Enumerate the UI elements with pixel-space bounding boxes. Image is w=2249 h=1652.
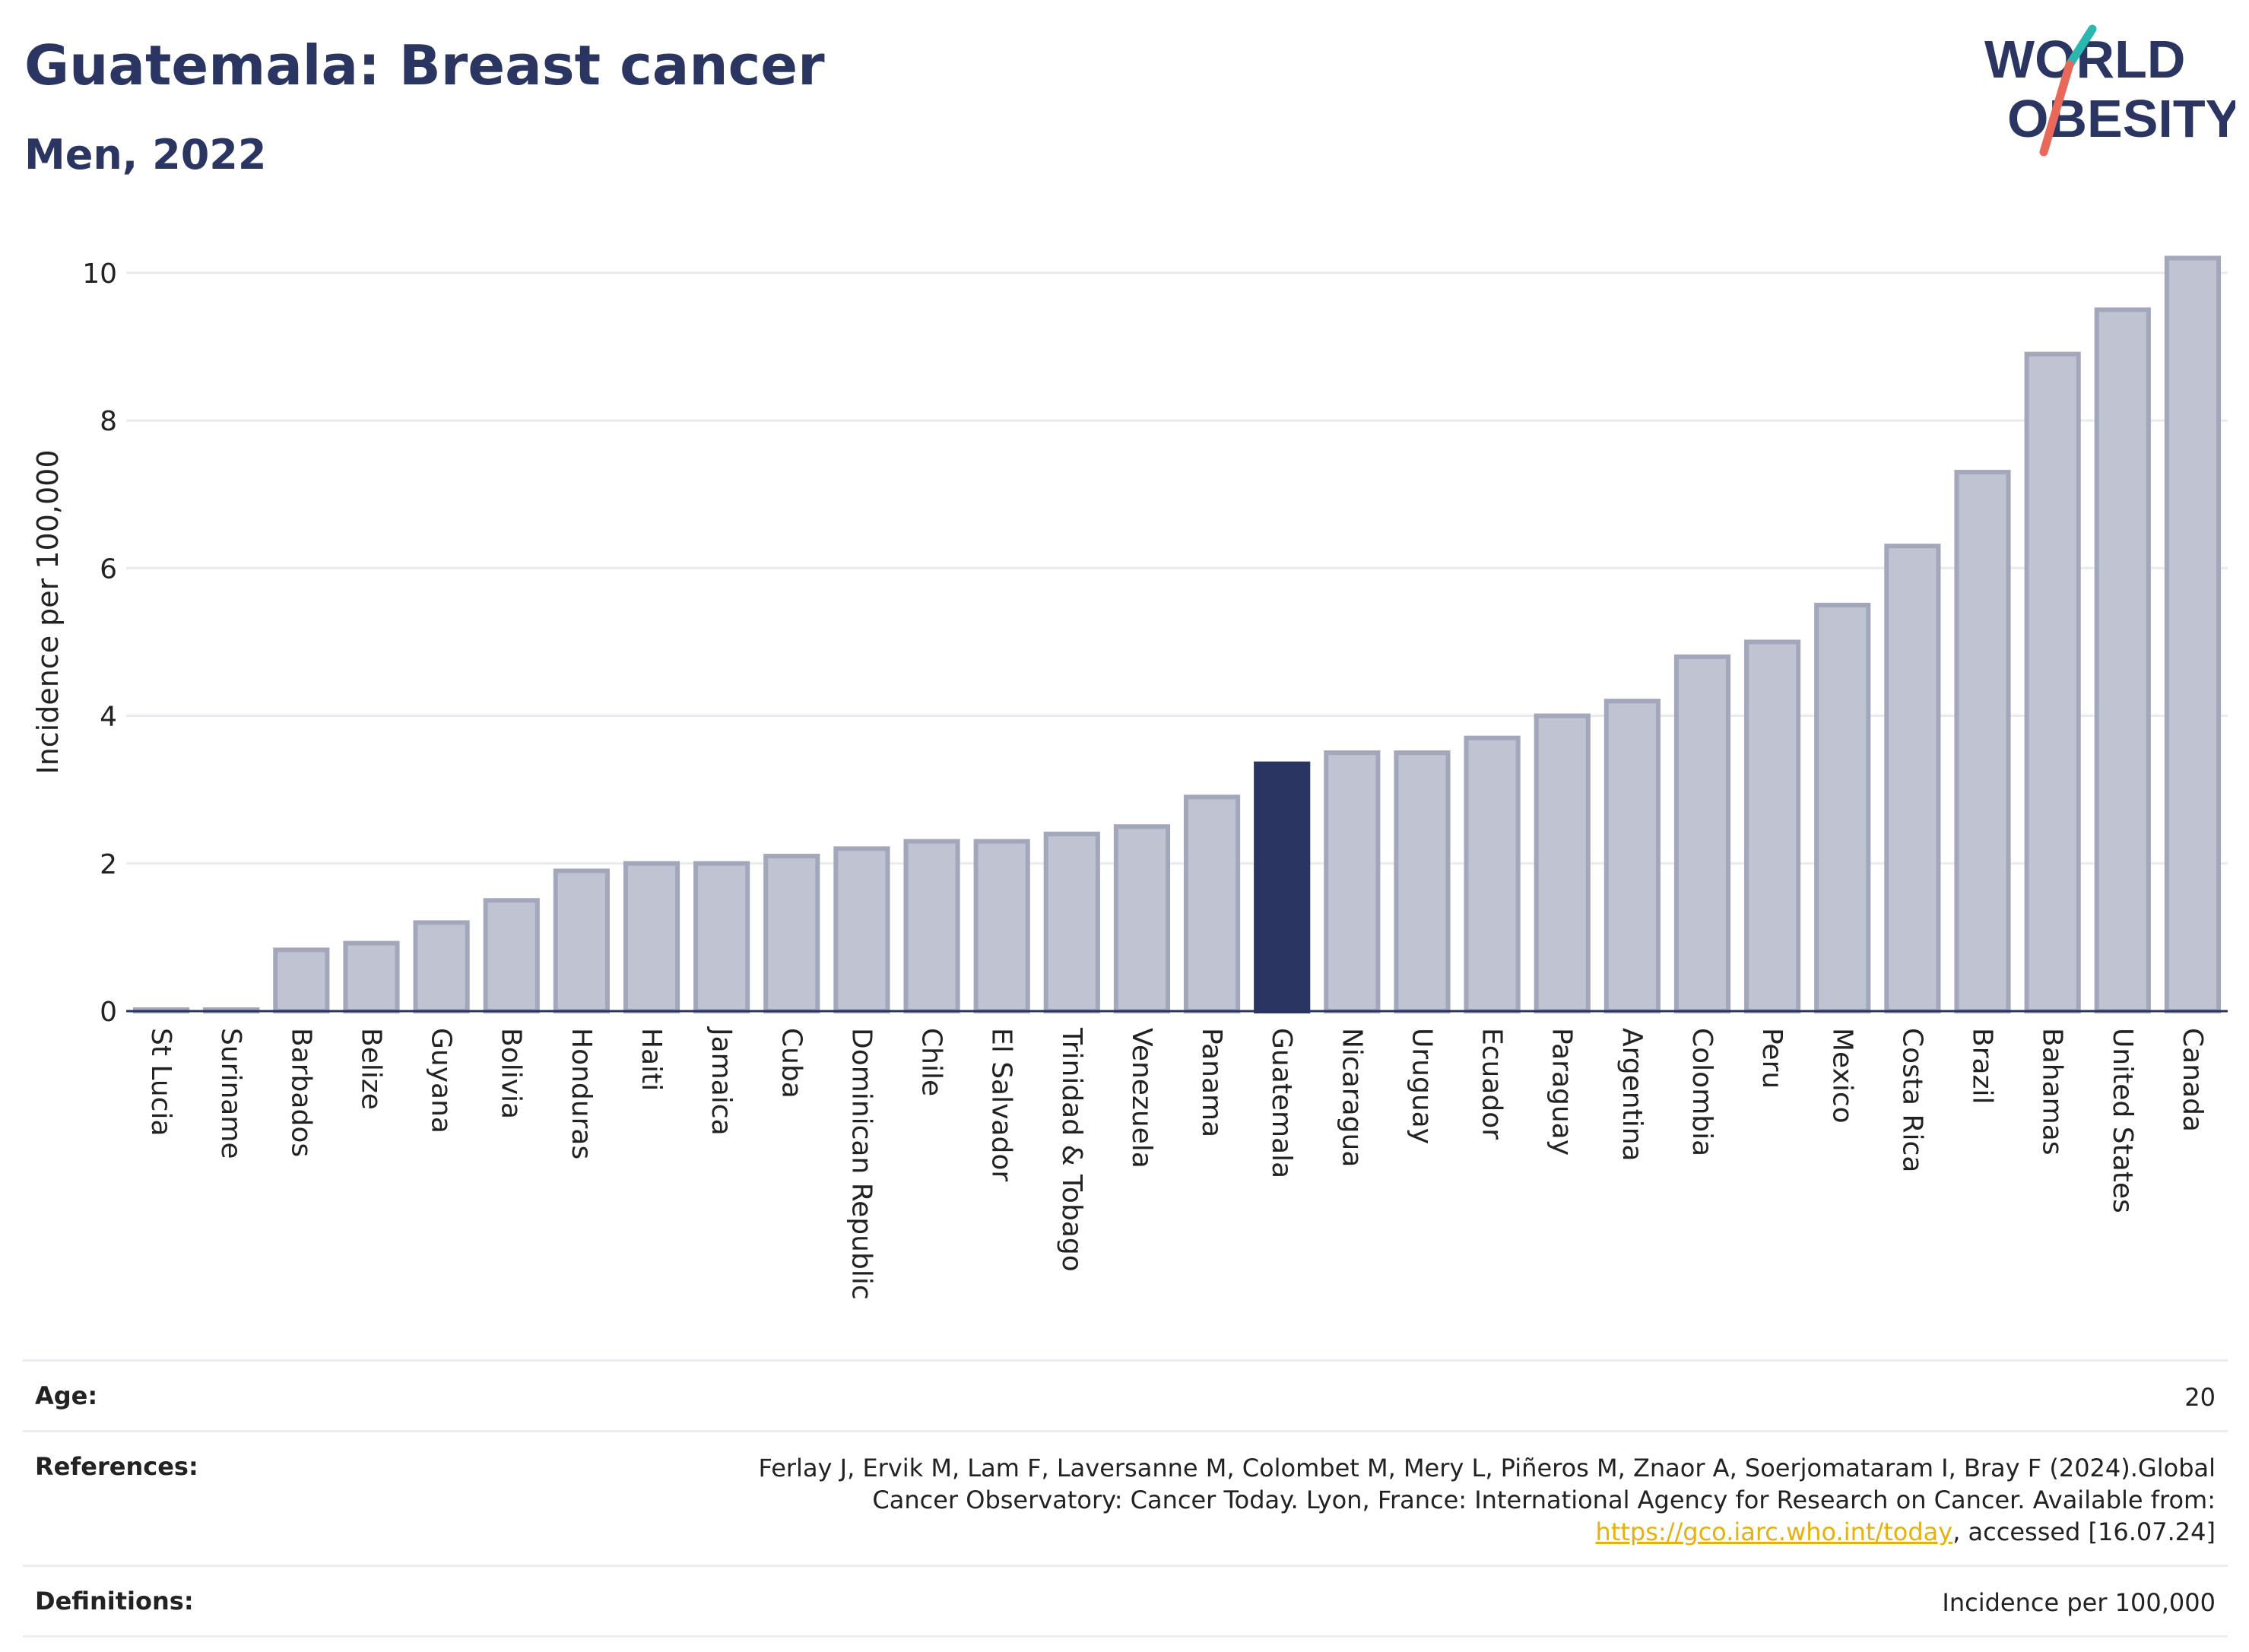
y-tick-label: 6 xyxy=(100,553,117,585)
world-obesity-logo: WORLD OBESITY xyxy=(1984,24,2235,157)
references-suffix: , accessed [16.07.24] xyxy=(1952,1517,2216,1546)
x-tick-label: Haiti xyxy=(636,1028,667,1091)
bar-paraguay xyxy=(1534,713,1591,1013)
bar-honduras xyxy=(553,868,610,1013)
bar-peru xyxy=(1744,639,1801,1014)
definitions-label: Definitions: xyxy=(35,1587,194,1616)
bar-brazil xyxy=(1954,470,2011,1013)
x-axis-labels: St Lucia Suriname Barbados Belize Guyana Boli… xyxy=(145,1026,2208,1300)
bar-belize xyxy=(343,940,400,1013)
bar-mexico xyxy=(1814,602,1871,1013)
y-axis-ticks: 0 2 4 6 8 10 xyxy=(82,258,117,1028)
x-tick-label: Ecuador xyxy=(1477,1028,1508,1140)
y-tick-label: 2 xyxy=(100,849,117,880)
bar-cuba xyxy=(763,854,820,1014)
x-tick-label: Nicaragua xyxy=(1336,1028,1367,1167)
info-row-age: Age: 20 xyxy=(23,1359,2228,1430)
bar-costa-rica xyxy=(1884,544,1941,1013)
x-tick-label: United States xyxy=(2107,1028,2138,1213)
x-tick-label: Guatemala xyxy=(1266,1028,1297,1178)
bar-trinidad-tobago xyxy=(1043,831,1100,1014)
references-link[interactable]: https://gco.iarc.who.int/today xyxy=(1595,1517,1953,1546)
x-tick-label: Venezuela xyxy=(1126,1028,1157,1168)
references-label: References: xyxy=(35,1452,198,1481)
bar-canada xyxy=(2164,255,2222,1013)
bar-bolivia xyxy=(483,898,540,1013)
bar-el-salvador xyxy=(973,839,1030,1014)
logo-slash-teal xyxy=(2065,24,2097,69)
bar-guatemala xyxy=(1254,761,1311,1013)
bar-chart: 0 2 4 6 8 10 Incidence per 100,000 St Lucia Su… xyxy=(31,255,2228,1300)
bar-venezuela xyxy=(1113,824,1171,1014)
logo-slash-coral xyxy=(2039,60,2074,157)
y-axis-label: Incidence per 100,000 xyxy=(31,449,65,774)
x-tick-label: Honduras xyxy=(566,1028,597,1159)
x-tick-label: Brazil xyxy=(1967,1028,1998,1104)
bar-jamaica xyxy=(693,861,750,1014)
x-tick-label: St Lucia xyxy=(145,1028,176,1137)
age-value: 20 xyxy=(2184,1383,2216,1412)
bar-colombia xyxy=(1673,654,1731,1013)
bar-ecuador xyxy=(1464,735,1521,1014)
bar-panama xyxy=(1183,794,1241,1013)
chart-subtitle: Men, 2022 xyxy=(24,131,267,179)
x-tick-label: Trinidad & Tobago xyxy=(1056,1027,1087,1272)
bar-guyana xyxy=(413,920,470,1014)
y-tick-label: 10 xyxy=(82,258,117,290)
x-tick-label: Belize xyxy=(355,1028,386,1110)
x-tick-label: Colombia xyxy=(1686,1028,1718,1156)
x-tick-label: Paraguay xyxy=(1546,1028,1578,1156)
y-tick-label: 0 xyxy=(100,997,117,1028)
x-tick-label: Bolivia xyxy=(496,1028,527,1119)
bar-uruguay xyxy=(1394,750,1451,1013)
bar-nicaragua xyxy=(1324,750,1381,1013)
chart-title: Guatemala: Breast cancer xyxy=(24,33,825,97)
references-value: Ferlay J, Ervik M, Lam F, Laversanne M, … xyxy=(680,1452,2216,1548)
bar-dominican-republic xyxy=(833,846,890,1014)
bars xyxy=(132,255,2222,1014)
bar-chile xyxy=(903,839,960,1014)
x-tick-label: Costa Rica xyxy=(1896,1028,1927,1172)
x-tick-label: Jamaica xyxy=(706,1026,737,1136)
age-label: Age: xyxy=(35,1381,98,1410)
x-tick-label: Uruguay xyxy=(1406,1028,1437,1144)
x-tick-label: El Salvador xyxy=(986,1028,1017,1181)
bar-united-states xyxy=(2094,307,2151,1013)
x-tick-label: Mexico xyxy=(1826,1028,1857,1124)
x-tick-label: Dominican Republic xyxy=(845,1028,877,1300)
info-row-references: References: Ferlay J, Ervik M, Lam F, La… xyxy=(23,1430,2228,1565)
x-tick-label: Barbados xyxy=(285,1028,316,1157)
x-tick-label: Chile xyxy=(916,1028,947,1096)
bar-bahamas xyxy=(2024,351,2081,1013)
info-row-definitions: Definitions: Incidence per 100,000 xyxy=(23,1565,2228,1638)
bar-haiti xyxy=(623,861,680,1014)
definitions-value: Incidence per 100,000 xyxy=(1942,1588,2216,1617)
x-tick-label: Panama xyxy=(1196,1028,1227,1137)
info-table: Age: 20 References: Ferlay J, Ervik M, L… xyxy=(23,1359,2228,1638)
x-tick-label: Canada xyxy=(2177,1028,2208,1132)
x-tick-label: Argentina xyxy=(1616,1028,1648,1162)
bar-argentina xyxy=(1603,699,1661,1013)
bar-barbados xyxy=(273,947,330,1014)
x-tick-label: Suriname xyxy=(215,1028,246,1159)
gridlines xyxy=(126,271,2228,865)
x-tick-label: Cuba xyxy=(776,1028,807,1099)
y-tick-label: 8 xyxy=(100,406,117,437)
y-tick-label: 4 xyxy=(100,702,117,733)
references-text: Ferlay J, Ervik M, Lam F, Laversanne M, … xyxy=(758,1454,2216,1514)
x-tick-label: Bahamas xyxy=(2037,1028,2068,1156)
x-tick-label: Guyana xyxy=(426,1028,457,1134)
x-tick-label: Peru xyxy=(1756,1028,1787,1089)
